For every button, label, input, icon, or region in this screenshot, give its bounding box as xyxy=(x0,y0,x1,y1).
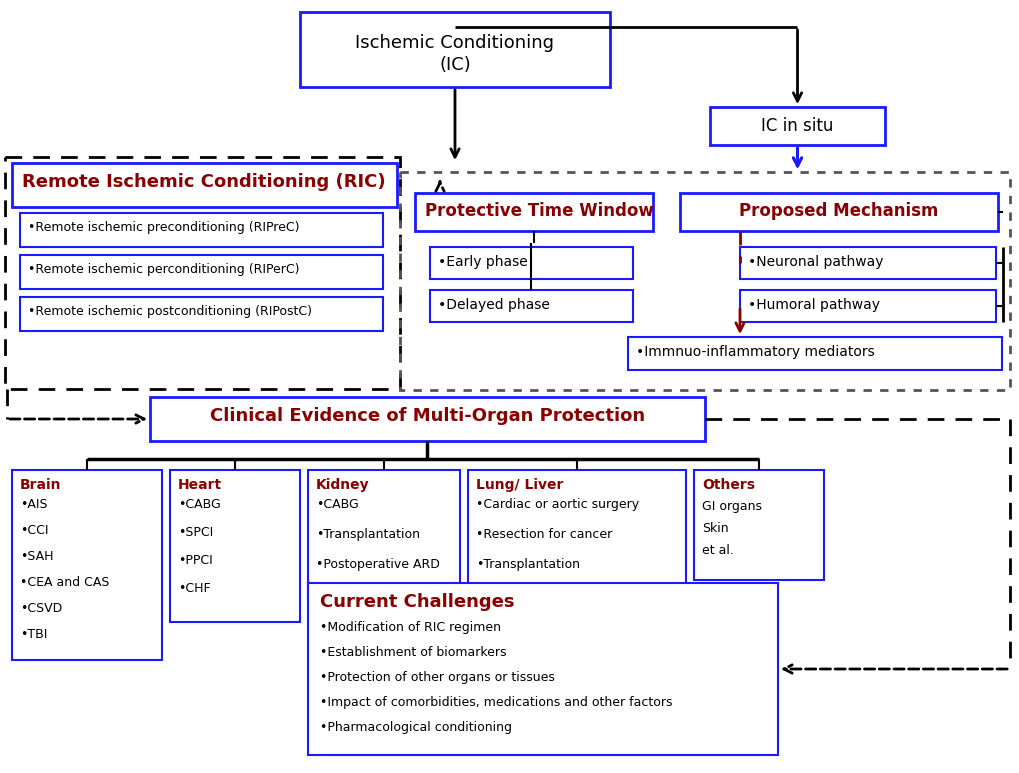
Text: Skin: Skin xyxy=(701,522,728,535)
FancyBboxPatch shape xyxy=(693,470,823,580)
FancyBboxPatch shape xyxy=(308,583,777,755)
Text: •CABG: •CABG xyxy=(178,498,220,511)
Text: Ischemic Conditioning: Ischemic Conditioning xyxy=(356,34,554,52)
Text: •CCI: •CCI xyxy=(20,524,49,537)
FancyBboxPatch shape xyxy=(150,397,704,441)
FancyBboxPatch shape xyxy=(20,297,382,331)
FancyBboxPatch shape xyxy=(415,193,652,231)
Text: •Resection for cancer: •Resection for cancer xyxy=(476,528,611,541)
FancyBboxPatch shape xyxy=(300,12,609,87)
FancyBboxPatch shape xyxy=(709,107,884,145)
Text: Lung/ Liver: Lung/ Liver xyxy=(476,478,562,492)
Text: (IC): (IC) xyxy=(439,56,471,74)
Text: •Immnuo-inflammatory mediators: •Immnuo-inflammatory mediators xyxy=(636,345,874,359)
FancyBboxPatch shape xyxy=(20,255,382,289)
Text: •Protection of other organs or tissues: •Protection of other organs or tissues xyxy=(320,671,554,684)
FancyBboxPatch shape xyxy=(628,337,1001,370)
Text: •CEA and CAS: •CEA and CAS xyxy=(20,576,109,589)
Text: •PPCI: •PPCI xyxy=(178,554,213,567)
Text: •CABG: •CABG xyxy=(316,498,359,511)
Text: •Early phase: •Early phase xyxy=(437,255,527,269)
Text: •CHF: •CHF xyxy=(178,582,210,595)
Text: •AIS: •AIS xyxy=(20,498,48,511)
Text: •SAH: •SAH xyxy=(20,550,53,563)
FancyBboxPatch shape xyxy=(430,290,633,322)
Text: •Transplantation: •Transplantation xyxy=(316,528,420,541)
Text: •Pharmacological conditioning: •Pharmacological conditioning xyxy=(320,721,512,734)
FancyBboxPatch shape xyxy=(739,290,995,322)
Text: •Establishment of biomarkers: •Establishment of biomarkers xyxy=(320,646,506,659)
Text: GI organs: GI organs xyxy=(701,500,761,513)
Text: •Delayed phase: •Delayed phase xyxy=(437,298,549,312)
Text: •Neuronal pathway: •Neuronal pathway xyxy=(747,255,882,269)
FancyBboxPatch shape xyxy=(170,470,300,622)
Text: •SPCI: •SPCI xyxy=(178,526,213,539)
Text: Proposed Mechanism: Proposed Mechanism xyxy=(739,202,937,220)
FancyBboxPatch shape xyxy=(308,470,460,598)
Text: Brain: Brain xyxy=(20,478,61,492)
FancyBboxPatch shape xyxy=(468,470,686,598)
Text: •Impact of comorbidities, medications and other factors: •Impact of comorbidities, medications an… xyxy=(320,696,672,709)
Text: •Remote ischemic postconditioning (RIPostC): •Remote ischemic postconditioning (RIPos… xyxy=(28,305,312,318)
FancyBboxPatch shape xyxy=(12,163,396,207)
Text: •CSVD: •CSVD xyxy=(20,602,62,615)
Text: Protective Time Window: Protective Time Window xyxy=(425,202,653,220)
Text: •Transplantation: •Transplantation xyxy=(476,558,580,571)
Text: Heart: Heart xyxy=(178,478,222,492)
Text: •Postoperative ARD: •Postoperative ARD xyxy=(316,558,439,571)
Text: Kidney: Kidney xyxy=(316,478,369,492)
FancyBboxPatch shape xyxy=(739,247,995,279)
Text: IC in situ: IC in situ xyxy=(760,117,833,135)
Text: •Remote ischemic perconditioning (RIPerC): •Remote ischemic perconditioning (RIPerC… xyxy=(28,263,300,276)
Text: •TBI: •TBI xyxy=(20,628,47,641)
Text: •Modification of RIC regimen: •Modification of RIC regimen xyxy=(320,621,500,634)
Text: •Remote ischemic preconditioning (RIPreC): •Remote ischemic preconditioning (RIPreC… xyxy=(28,221,300,234)
FancyBboxPatch shape xyxy=(430,247,633,279)
FancyBboxPatch shape xyxy=(680,193,997,231)
Text: Others: Others xyxy=(701,478,754,492)
FancyBboxPatch shape xyxy=(12,470,162,660)
Text: •Cardiac or aortic surgery: •Cardiac or aortic surgery xyxy=(476,498,639,511)
Text: Clinical Evidence of Multi-Organ Protection: Clinical Evidence of Multi-Organ Protect… xyxy=(210,407,644,425)
Text: Remote Ischemic Conditioning (RIC): Remote Ischemic Conditioning (RIC) xyxy=(22,173,385,191)
Text: •Humoral pathway: •Humoral pathway xyxy=(747,298,879,312)
Text: et al.: et al. xyxy=(701,544,733,557)
Text: Current Challenges: Current Challenges xyxy=(320,593,514,611)
FancyBboxPatch shape xyxy=(20,213,382,247)
